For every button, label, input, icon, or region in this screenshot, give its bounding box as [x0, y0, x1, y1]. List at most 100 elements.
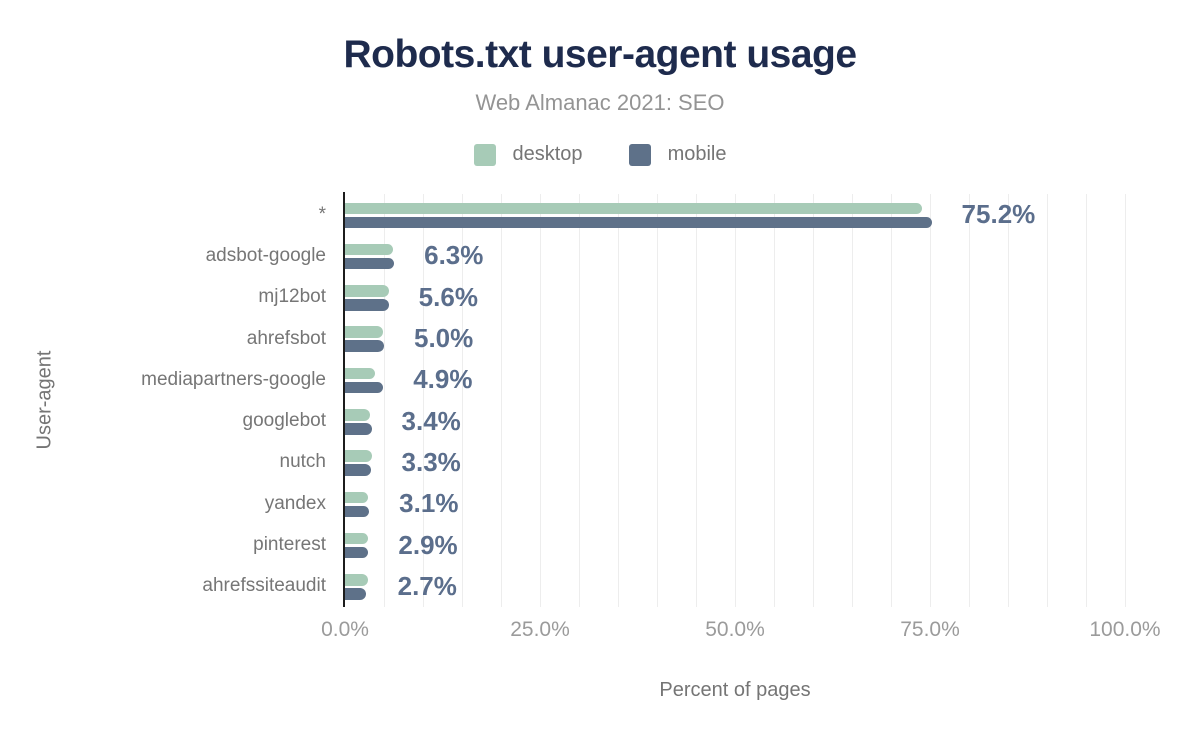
desktop-bar [345, 326, 384, 338]
x-axis-title: Percent of pages [659, 679, 811, 701]
desktop-bar [345, 285, 389, 297]
gridline [891, 194, 892, 607]
gridline [852, 194, 853, 607]
desktop-bar [345, 450, 372, 462]
legend-label-desktop: desktop [512, 143, 583, 165]
category-label: googlebot [242, 410, 326, 432]
value-label: 2.7% [397, 570, 457, 601]
gridline [735, 194, 736, 607]
bar-row: ahrefsbot 5.0% [247, 318, 1125, 359]
gridline [1047, 194, 1048, 607]
gridline [696, 194, 697, 607]
legend-item-mobile: mobile [628, 143, 727, 166]
category-label: ahrefsbot [246, 327, 326, 349]
x-tick-label: 25.0% [510, 618, 570, 641]
bar-row: googlebot 3.4% [243, 401, 1125, 442]
bar-row: yandex 3.1% [265, 483, 1125, 524]
value-label: 4.9% [413, 364, 473, 395]
mobile-bar [345, 464, 371, 476]
gridline [462, 194, 463, 607]
x-tick-label: 0.0% [321, 618, 369, 641]
bar-pair [345, 326, 384, 352]
bar-row: adsbot-google 6.3% [206, 235, 1125, 276]
bar-row: pinterest 2.9% [253, 524, 1125, 565]
desktop-swatch-icon [473, 143, 496, 166]
gridline [969, 194, 970, 607]
value-label: 2.9% [398, 529, 458, 560]
gridline [1008, 194, 1009, 607]
desktop-bar [345, 532, 369, 545]
gridline [774, 194, 775, 607]
plot-area: * 75.2% adsbot-google 6.3% mj12bot 5.6% ahrefs… [141, 192, 1126, 607]
x-tick-label: 50.0% [705, 618, 765, 641]
gridline [813, 194, 814, 607]
y-axis-line [343, 192, 345, 607]
bar-row: mj12bot 5.6% [258, 277, 1125, 318]
category-label: mj12bot [258, 286, 326, 308]
category-label: ahrefssiteaudit [202, 575, 326, 597]
bar-pair [345, 574, 368, 600]
legend: desktop mobile [0, 143, 1200, 166]
mobile-bar [345, 216, 932, 228]
bar-pair [345, 409, 372, 435]
desktop-bar [345, 574, 368, 586]
mobile-bar [345, 423, 372, 435]
value-label: 5.6% [418, 281, 478, 312]
bar-pair [345, 202, 932, 228]
y-axis-title: User-agent [33, 350, 56, 450]
gridline [540, 194, 541, 607]
legend-item-desktop: desktop [473, 143, 583, 166]
value-label: 3.1% [399, 488, 459, 519]
category-label: nutch [279, 451, 326, 473]
bar-row: mediapartners-google 4.9% [141, 359, 1125, 400]
category-label: pinterest [253, 534, 326, 556]
legend-label-mobile: mobile [667, 143, 727, 165]
mobile-bar [345, 340, 384, 352]
desktop-bar [345, 243, 394, 256]
x-tick-label: 100.0% [1089, 618, 1161, 641]
bar-row: nutch 3.3% [280, 442, 1125, 483]
category-label: yandex [264, 492, 326, 514]
gridline [501, 194, 502, 607]
gridline [423, 194, 424, 607]
gridline [1086, 194, 1087, 607]
category-label: mediapartners-google [141, 368, 326, 390]
x-axis-ticks: 0.0% 25.0% 50.0% 75.0% 100.0% [321, 618, 1161, 646]
bar-pair [345, 450, 372, 476]
value-label: 3.3% [401, 446, 461, 477]
desktop-bar [345, 409, 370, 421]
value-label: 5.0% [414, 323, 474, 354]
bar-pair [345, 532, 369, 559]
gridline [384, 194, 385, 607]
gridline [579, 194, 580, 607]
mobile-bar [345, 381, 384, 394]
mobile-bar [345, 546, 368, 559]
desktop-bar [345, 202, 923, 214]
bar-pair [345, 285, 389, 311]
bar-row: ahrefssiteaudit 2.7% [202, 566, 1125, 607]
bar-pair [345, 367, 384, 394]
mobile-bar [345, 257, 395, 270]
category-label: adsbot-google [205, 244, 326, 266]
bar-pair [345, 243, 395, 270]
bar-row: * 75.2% [319, 194, 1125, 235]
chart-title: Robots.txt user-agent usage [343, 33, 857, 76]
gridline [1125, 194, 1126, 607]
gridline [930, 194, 931, 607]
desktop-bar [345, 367, 375, 380]
chart-subtitle: Web Almanac 2021: SEO [475, 90, 725, 115]
category-label: * [318, 203, 326, 225]
value-label: 75.2% [961, 199, 1036, 230]
value-label: 3.4% [401, 405, 461, 436]
mobile-bar [345, 505, 370, 518]
mobile-bar [345, 588, 367, 600]
bar-pair [345, 491, 370, 518]
mobile-swatch-icon [628, 143, 651, 166]
gridline [618, 194, 619, 607]
value-label: 6.3% [424, 240, 484, 271]
x-tick-label: 75.0% [900, 618, 960, 641]
mobile-bar [345, 299, 389, 311]
gridline [657, 194, 658, 607]
desktop-bar [345, 491, 368, 504]
